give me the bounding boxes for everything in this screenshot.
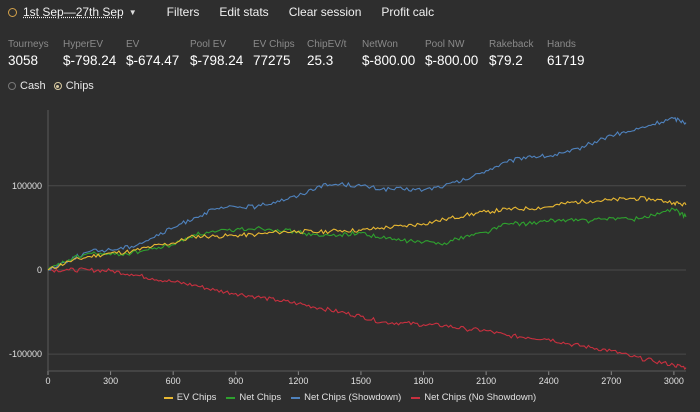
legend-swatch [411, 396, 421, 399]
stat-label: ChipEV/t [307, 39, 347, 50]
profit-calc-button[interactable]: Profit calc [381, 5, 435, 19]
y-tick-label: -100000 [9, 349, 42, 359]
series-line [47, 116, 687, 271]
legend-label: Net Chips (No Showdown) [424, 392, 537, 403]
x-tick-label: 1500 [351, 376, 371, 386]
stat-label: HyperEV [63, 39, 104, 50]
date-range-label: 1st Sep—27th Sep [23, 5, 124, 19]
stat-value: $79.2 [489, 53, 523, 68]
x-tick-label: 3000 [664, 376, 684, 386]
legend-item[interactable]: EV Chips [163, 392, 217, 403]
stat-label: NetWon [362, 39, 398, 50]
stat-ev: EV $-674.47 [126, 39, 190, 69]
cash-radio-label: Cash [20, 80, 46, 92]
filters-button[interactable]: Filters [166, 5, 200, 19]
stat-value: $-800.00 [425, 53, 479, 68]
x-tick-label: 600 [166, 376, 181, 386]
y-tick-label: 100000 [12, 181, 42, 191]
x-tick-label: 900 [228, 376, 243, 386]
stat-tourneys: Tourneys 3058 [8, 39, 63, 69]
stat-value: $-800.00 [362, 53, 416, 68]
legend-item[interactable]: Net Chips [226, 392, 281, 403]
stats-bar: Tourneys 3058 HyperEV $-798.24 EV $-674.… [8, 39, 607, 69]
stat-value: 77275 [253, 53, 291, 68]
x-tick-label: 300 [103, 376, 118, 386]
stat-netwon: NetWon $-800.00 [362, 39, 425, 69]
legend-swatch [226, 396, 236, 399]
caret-down-icon: ▼ [128, 7, 137, 17]
legend-item[interactable]: Net Chips (No Showdown) [411, 392, 536, 403]
x-tick-label: 2100 [476, 376, 496, 386]
stat-value: $-798.24 [63, 53, 117, 68]
legend-swatch [291, 396, 301, 399]
legend-label: Net Chips [239, 392, 282, 403]
stat-label: EV [126, 39, 140, 50]
stat-value: 25.3 [307, 53, 334, 68]
x-tick-label: 1200 [288, 376, 308, 386]
series-line [47, 196, 687, 271]
legend-label: EV Chips [176, 392, 217, 403]
stat-value: $-674.47 [126, 53, 180, 68]
toolbar: 1st Sep—27th Sep ▼ Filters Edit stats Cl… [0, 0, 700, 24]
stat-value: 61719 [547, 53, 585, 68]
date-range-selector[interactable]: 1st Sep—27th Sep ▼ [8, 5, 137, 19]
y-tick-label: 0 [37, 265, 42, 275]
x-tick-label: 0 [45, 376, 50, 386]
calendar-icon [8, 7, 17, 17]
x-tick-label: 1800 [414, 376, 434, 386]
profit-chart: -100000 0 100000 0 300 600 900 1200 1500 1800 2100… [9, 110, 687, 386]
mode-selector: Cash Chips [8, 80, 102, 92]
stat-pool-nw: Pool NW $-800.00 [425, 39, 489, 69]
edit-stats-button[interactable]: Edit stats [219, 5, 269, 19]
stat-label: Pool NW [425, 39, 465, 50]
stat-rakeback: Rakeback $79.2 [489, 39, 547, 69]
x-tick-label: 2700 [601, 376, 621, 386]
stat-ev-chips: EV Chips 77275 [253, 39, 307, 69]
stat-label: Pool EV [190, 39, 227, 50]
clear-session-button[interactable]: Clear session [288, 5, 362, 19]
radio-indicator [8, 82, 16, 90]
stat-value: $-798.24 [190, 53, 244, 68]
chart-legend: EV Chips Net Chips Net Chips (Showdown) Net… [0, 392, 700, 403]
stat-label: Rakeback [489, 39, 534, 50]
chips-radio[interactable]: Chips [53, 80, 94, 92]
chips-radio-label: Chips [65, 80, 94, 92]
cash-radio[interactable]: Cash [8, 80, 46, 92]
x-tick-label: 2400 [539, 376, 559, 386]
legend-label: Net Chips (Showdown) [304, 392, 402, 403]
radio-indicator [53, 82, 62, 90]
series-line [48, 267, 687, 371]
legend-item[interactable]: Net Chips (Showdown) [291, 392, 401, 403]
legend-swatch [163, 396, 173, 399]
stat-hyperev: HyperEV $-798.24 [63, 39, 126, 69]
stat-label: Hands [547, 39, 576, 50]
stat-pool-ev: Pool EV $-798.24 [190, 39, 253, 69]
stat-label: Tourneys [8, 39, 49, 50]
stat-value: 3058 [8, 53, 39, 68]
series-line [47, 207, 687, 271]
stat-hands: Hands 61719 [547, 39, 607, 69]
stat-label: EV Chips [253, 39, 295, 50]
stat-chipev-per-t: ChipEV/t 25.3 [307, 39, 362, 69]
